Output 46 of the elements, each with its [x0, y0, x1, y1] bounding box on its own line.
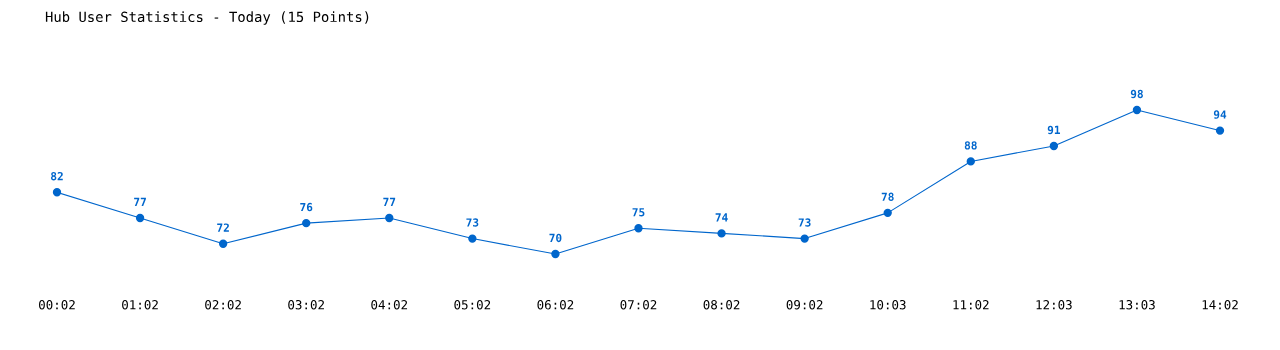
point: [385, 213, 394, 223]
data-label: 91: [1047, 125, 1061, 135]
point: [634, 224, 643, 233]
point: [468, 234, 477, 243]
x-tick-label: 13:03: [1119, 300, 1155, 310]
data-label: 77: [383, 197, 396, 206]
data-label: 76: [300, 202, 313, 212]
point: [1049, 141, 1059, 151]
point: [218, 239, 228, 248]
x-tick-label: 04:02: [371, 300, 408, 310]
point: [883, 208, 892, 218]
x-tick-label: 00:02: [39, 300, 75, 310]
point: [52, 188, 62, 197]
data-label: 75: [632, 208, 645, 217]
data-label: 82: [51, 172, 63, 181]
data-label: 98: [1130, 89, 1143, 99]
x-tick-label: 10:03: [870, 300, 906, 310]
data-label: 94: [1213, 110, 1227, 119]
x-tick-label: 07:02: [620, 300, 657, 310]
data-label: 73: [798, 218, 811, 227]
point: [717, 229, 726, 238]
point: [135, 213, 145, 223]
x-tick-label: 12:03: [1036, 300, 1072, 310]
x-tick-label: 01:02: [122, 300, 158, 310]
point: [551, 249, 560, 259]
point: [966, 157, 975, 166]
point: [302, 218, 311, 228]
x-tick-label: 03:02: [288, 300, 324, 310]
data-label: 74: [715, 213, 728, 222]
point: [1215, 126, 1225, 135]
x-tick-label: 06:02: [537, 300, 574, 310]
data-label: 73: [466, 218, 479, 227]
data-label: 88: [964, 141, 977, 150]
data-label: 78: [881, 192, 894, 201]
chart-title: Hub User Statistics - Today (15 Points): [45, 11, 369, 25]
data-label: 72: [217, 223, 229, 232]
data-label: 70: [549, 233, 562, 243]
x-tick-label: 05:02: [454, 300, 491, 310]
x-tick-label: 14:02: [1202, 300, 1238, 310]
data-label: 77: [134, 197, 146, 206]
x-tick-label: 09:02: [786, 300, 823, 310]
point: [800, 234, 809, 243]
point: [1132, 105, 1142, 115]
x-tick-label: 11:02: [953, 300, 989, 310]
x-tick-label: 08:02: [703, 300, 740, 310]
x-tick-label: 02:02: [205, 300, 241, 310]
